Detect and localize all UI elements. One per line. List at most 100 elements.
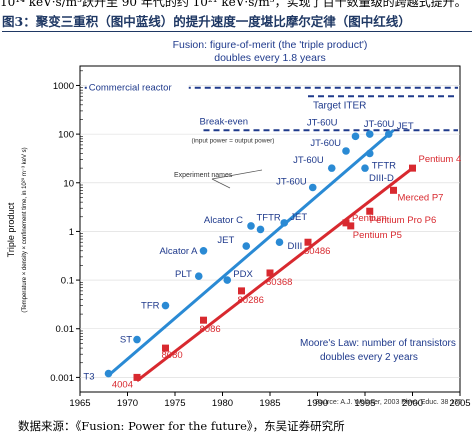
y-tick-label: 10 [63,178,74,189]
fusion-point [351,132,360,141]
fusion-point-label: DIII [288,241,303,252]
fusion-point [361,164,369,172]
moore-point-label: 80286 [238,295,264,306]
moore-point-label: Pentium Pro P6 [370,215,437,226]
fusion-point [275,238,284,247]
moore-point-label: Pentium P5 [353,230,402,241]
y-tick-label: 1 [69,227,74,238]
fusion-point [256,225,265,234]
y-tick-label: 0.001 [50,373,74,384]
y-tick-label: 0.1 [61,276,74,287]
experiment-names-label: Experiment names [174,172,233,179]
fusion-point-label: JT-60U [364,119,395,130]
trend-lines [107,129,414,383]
y-tick-label: 100 [58,130,74,141]
fusion-point-label: TFR [141,301,160,312]
fusion-point [342,147,350,155]
moore-point [238,287,245,295]
moore-point-label: 80486 [304,246,330,257]
x-tick-label: 1980 [212,398,233,409]
fusion-point-label: Alcator C [204,215,243,226]
fusion-point-label: JT-60U [293,155,324,166]
y-tick-label: 0.01 [56,324,75,335]
moore-point-label: 8086 [200,324,221,335]
experiment-pointer-1 [211,178,231,189]
fusion-point-label: TFTR [257,212,281,223]
fusion-point-label: JT-60U [307,117,338,128]
preceding-text-line: 10¹⁴ keV·s/m³跃升至 90 年代的约 10²¹ keV·s/m³，实… [0,0,467,9]
commercial-reactor-label: Commercial reactor [89,83,172,94]
moore-point-label: 80368 [266,277,292,288]
moore-point [200,316,207,324]
moore-point [304,238,312,246]
moore-point-label: Pentium [352,213,387,224]
x-tick-label: 1995 [354,398,375,409]
x-tick-label: 1975 [164,398,185,409]
figure-title: 图3：聚变三重积（图中蓝线）的提升速度一度堪比摩尔定律（图中红线） [2,11,472,32]
fusion-point [199,246,208,255]
fusion-point [247,222,255,230]
ylabel-main: Triple product [6,202,16,257]
fusion-annotation-line1: Fusion: figure-of-merit (the 'triple pro… [173,39,368,51]
x-tick-label: 1970 [117,398,138,409]
fusion-point [308,183,317,192]
source-credit: Source: A.J. Webster, 2003 Phys. Educ. 3… [315,399,462,406]
moore-point [162,344,169,352]
moore-point [133,373,141,381]
plot-frame [79,65,461,393]
x-tick-label: 2000 [402,398,423,409]
x-tick-label: 1985 [259,398,280,409]
iter-label: Target ITER [313,100,366,111]
moore-point [342,219,350,227]
commercial-label-bg [86,80,189,93]
fusion-trend-line [107,129,395,377]
fusion-point-label: JT-60U [276,176,307,187]
fusion-annotation-line2: doubles every 1.8 years [214,52,325,64]
reference-lines: Commercial reactor Target ITER Break-even (… [84,80,458,144]
moore-point-label: Merced P7 [398,192,444,203]
moore-point-label: 8080 [162,350,183,361]
moore-point [390,186,397,194]
data-points: T3 ST TFR PLT Alcator A PDX JET Alcator C TFTR DI… [83,117,461,390]
break-even-sublabel: (input power = output power) [192,137,275,144]
source-note: 数据来源：《Fusion: Power for the future》，东吴证券… [18,419,345,433]
y-axis: 0.001 0.01 0.1 1 10 100 1000 [50,70,83,384]
fusion-point [242,242,251,250]
x-tick-label: 2005 [449,398,470,409]
x-tick-label: 1965 [69,398,90,409]
fusion-point-label: T3 [83,372,94,383]
fusion-point-label: ST [120,335,132,346]
moore-annotation-line2: doubles every 2 years [320,352,418,363]
fusion-point-label: TFTR [372,160,396,171]
fusion-point [161,301,170,310]
fusion-point-label: PDX [233,269,253,280]
fusion-point-label: JET [217,235,234,246]
fusion-point-label: JT-60U [310,138,341,149]
moore-point [409,164,416,172]
y-tick-label: 1000 [53,81,74,92]
triple-product-chart: Commercial reactor Target ITER Break-even (… [6,39,471,409]
fusion-point-label: JET [290,212,307,223]
moore-trend-line [136,166,414,383]
moore-point-label: Pentium 4 [419,154,462,165]
fusion-point-label: Alcator A [159,246,198,257]
moore-annotation-line1: Moore's Law: number of transistors [300,338,456,349]
fusion-point [365,149,374,158]
moore-point [347,222,355,230]
fusion-point-label: PLT [175,269,192,280]
ylabel-sub: (Temperature × density × confinement tim… [21,147,28,312]
fusion-point [223,276,232,284]
moore-point [366,207,374,215]
fusion-point [365,130,374,138]
fusion-point-label: JET [397,121,414,132]
fusion-point [327,164,336,172]
fusion-point [280,219,289,227]
moore-point [266,269,274,277]
moore-point-label: 4004 [112,379,133,390]
fusion-point [133,335,141,344]
x-axis: 1965 1970 1975 1980 1985 1990 1995 2000 2005 [69,392,471,409]
experiment-pointer-2 [211,169,263,180]
fusion-point [384,130,393,138]
fusion-point [194,272,203,281]
fusion-point-label: DIII-D [369,173,394,184]
